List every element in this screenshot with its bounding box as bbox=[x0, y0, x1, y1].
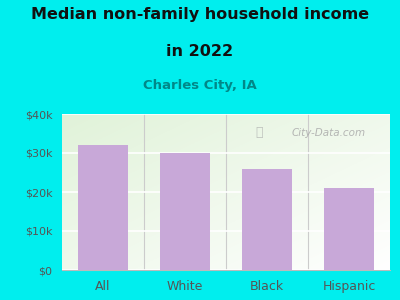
Bar bbox=[78, 145, 128, 270]
Bar bbox=[242, 169, 292, 270]
Text: Charles City, IA: Charles City, IA bbox=[143, 80, 257, 92]
Text: Median non-family household income: Median non-family household income bbox=[31, 8, 369, 22]
Text: in 2022: in 2022 bbox=[166, 44, 234, 59]
Text: ⓘ: ⓘ bbox=[255, 126, 262, 139]
Bar bbox=[324, 188, 374, 270]
Text: City-Data.com: City-Data.com bbox=[292, 128, 366, 138]
Bar bbox=[160, 153, 210, 270]
